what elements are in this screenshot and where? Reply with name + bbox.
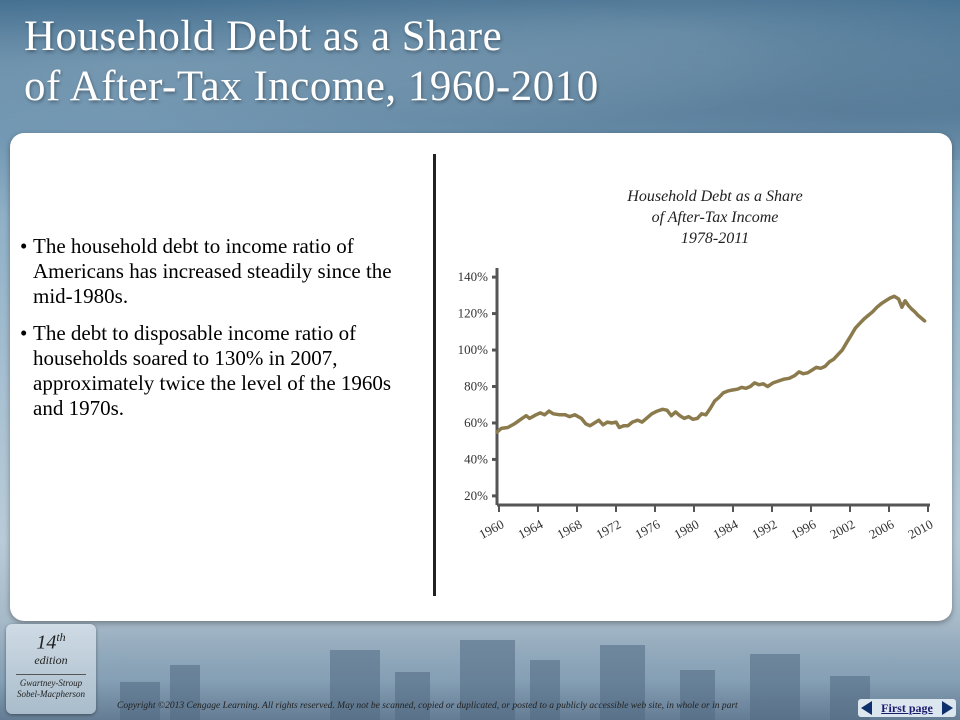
building: [330, 650, 380, 720]
building: [680, 670, 715, 720]
edition-word: edition: [34, 652, 68, 667]
bullet-text: The household debt to income ratio of Am…: [33, 234, 392, 308]
x-tick-label: 2006: [866, 516, 896, 542]
building: [600, 645, 645, 720]
chart-title-line-2: of After-Tax Income: [651, 209, 779, 226]
bullet-list: • The household debt to income ratio of …: [20, 234, 420, 433]
x-tick-label: 1968: [554, 516, 584, 541]
edition-rule: [16, 673, 86, 675]
slide-title: Household Debt as a Share of After-Tax I…: [24, 12, 924, 112]
bullet-dot: •: [20, 234, 28, 258]
y-tick-label: 100%: [458, 342, 489, 357]
arrow-right-icon[interactable]: [942, 701, 953, 715]
x-tick-label: 1964: [515, 516, 545, 542]
x-tick-label: 1984: [710, 516, 740, 542]
chart-title-line-3: 1978-2011: [680, 230, 750, 247]
authors-line-1: Gwartney-Stroup: [19, 677, 83, 688]
y-tick-label: 80%: [464, 379, 488, 394]
first-page-nav[interactable]: First page: [858, 699, 956, 717]
building: [530, 660, 560, 720]
building: [750, 654, 800, 720]
x-tick-label: 1992: [749, 516, 779, 541]
arrow-left-icon[interactable]: [861, 701, 872, 715]
x-tick-label: 1960: [476, 516, 506, 541]
bullet-dot: •: [20, 321, 28, 345]
authors-line-2: Sobel-Macpherson: [17, 688, 85, 699]
x-tick-label: 1976: [632, 516, 662, 542]
building: [460, 640, 515, 720]
vertical-divider: [433, 154, 436, 596]
y-tick-label: 140%: [458, 269, 489, 284]
chart-title: Household Debt as a Share of After-Tax I…: [560, 186, 870, 249]
series-line: [495, 294, 927, 434]
bullet-item: • The household debt to income ratio of …: [20, 234, 420, 309]
bullet-item: • The debt to disposable income ratio of…: [20, 321, 420, 421]
building: [395, 672, 430, 720]
first-page-link[interactable]: First page: [881, 700, 933, 715]
y-tick-label: 40%: [464, 451, 488, 466]
slide-title-line-2: of After-Tax Income, 1960-2010: [24, 63, 599, 110]
x-tick-label: 1972: [593, 516, 623, 541]
edition-badge: 14th edition Gwartney-Stroup Sobel-Macph…: [6, 624, 96, 714]
bullet-text: The debt to disposable income ratio of h…: [33, 321, 392, 420]
y-tick-label: 20%: [464, 488, 488, 503]
x-tick-label: 1996: [788, 516, 818, 542]
edition-number-value: 14: [36, 631, 57, 654]
slide-title-line-1: Household Debt as a Share: [24, 13, 503, 60]
x-tick-label: 1980: [671, 516, 701, 541]
city-skyline: [0, 620, 960, 720]
edition-number: 14th: [6, 630, 96, 655]
y-tick-label: 60%: [464, 415, 488, 430]
edition-authors: Gwartney-Stroup Sobel-Macpherson: [6, 678, 96, 700]
building: [170, 665, 200, 720]
building: [120, 682, 160, 720]
y-tick-label: 120%: [458, 306, 489, 321]
copyright-notice: Copyright ©2013 Cengage Learning. All ri…: [117, 701, 738, 711]
x-tick-label: 2002: [827, 516, 857, 541]
x-tick-label: 2010: [905, 516, 935, 541]
chart-title-line-1: Household Debt as a Share: [627, 188, 803, 205]
edition-number-suffix: th: [56, 630, 66, 644]
